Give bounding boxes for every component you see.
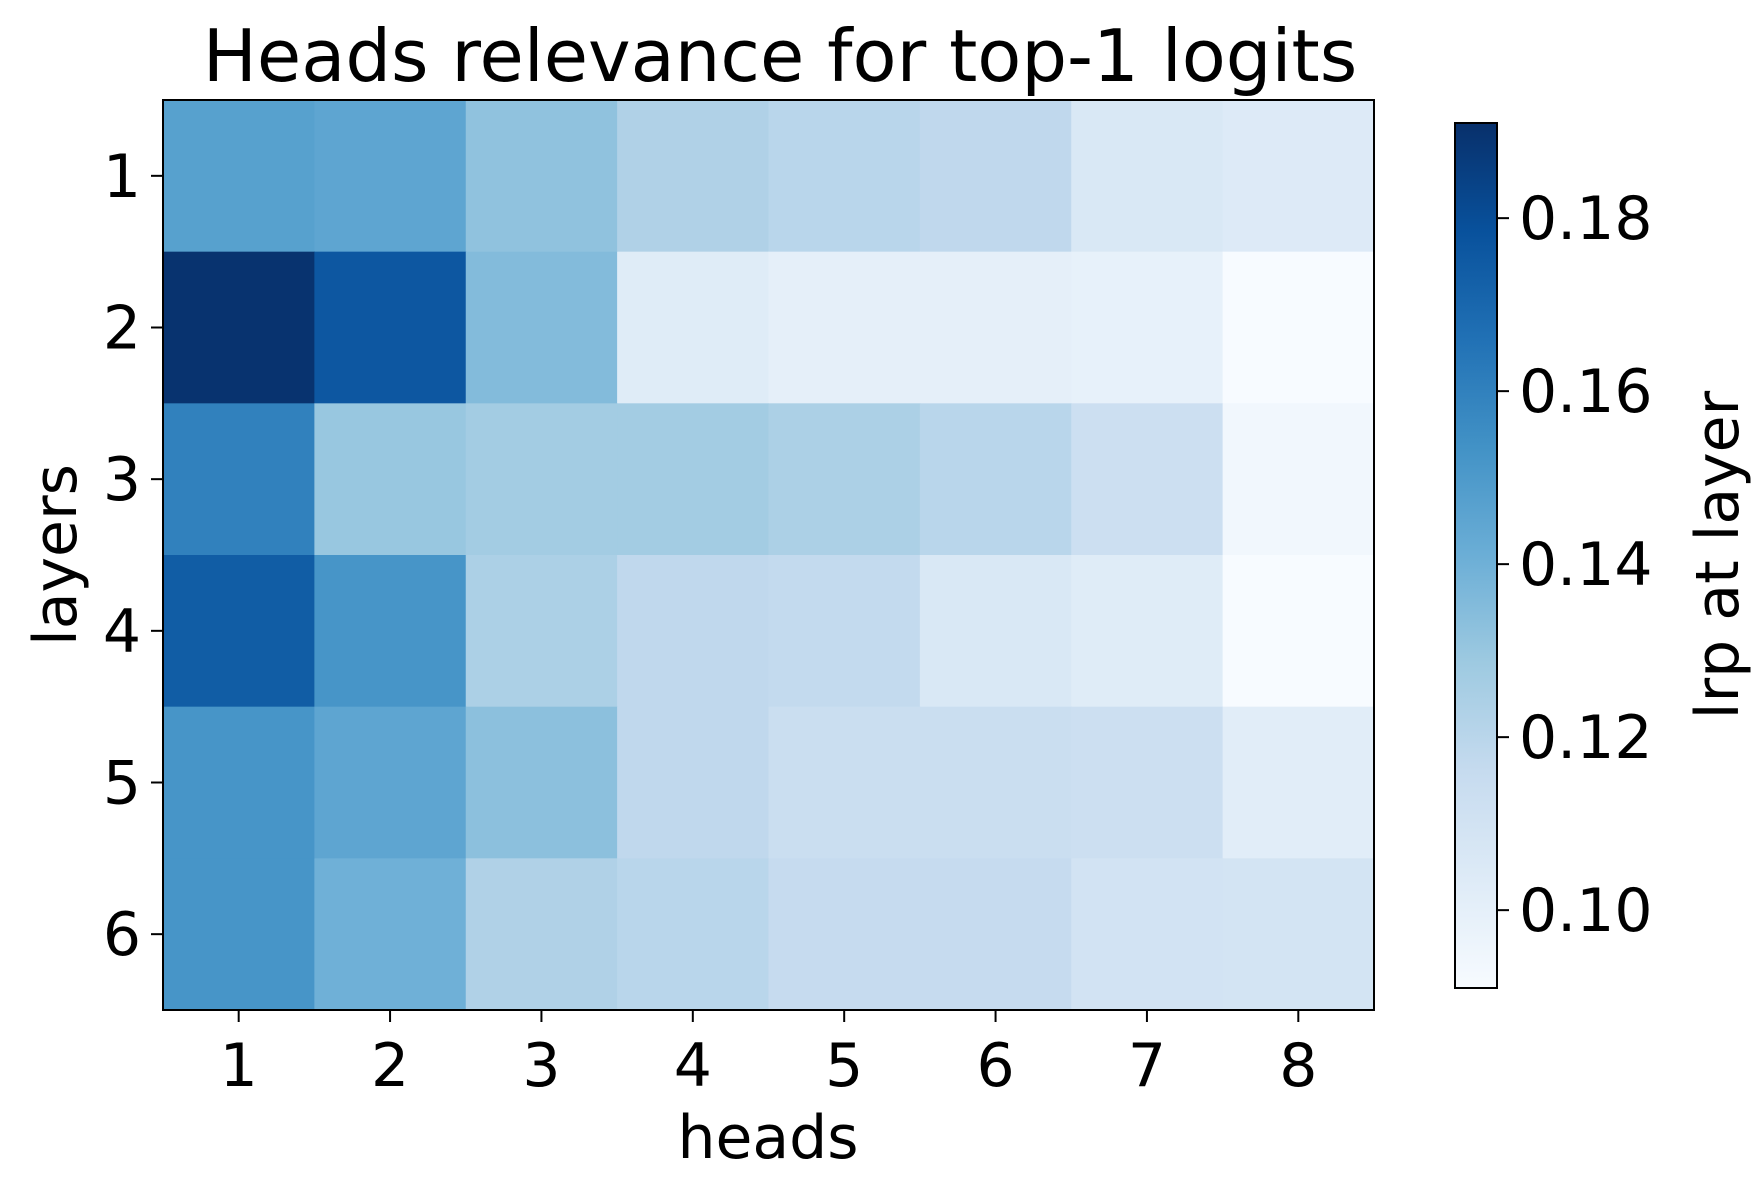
- heatmap-cell: [1222, 403, 1375, 556]
- heatmap-cell: [919, 403, 1072, 556]
- heatmap-cell: [617, 403, 770, 556]
- x-tick-label: 7: [1128, 1031, 1166, 1101]
- heatmap-cell: [465, 555, 618, 708]
- heatmap-cell: [768, 555, 921, 708]
- heatmap-cell: [919, 706, 1072, 859]
- chart-title: Heads relevance for top-1 logits: [203, 14, 1357, 98]
- y-axis-ticks: 1 2 3 4 5 6: [103, 142, 163, 970]
- x-tick-label: 2: [371, 1031, 409, 1101]
- heatmap-cell: [314, 858, 467, 1011]
- heatmap-cell: [314, 100, 467, 253]
- heatmap-cell: [314, 555, 467, 708]
- heatmap-cell: [465, 403, 618, 556]
- heatmap-cell: [1071, 251, 1224, 404]
- plot-frame: [162, 99, 1375, 1011]
- x-tick-label: 4: [674, 1031, 712, 1101]
- colorbar-tick-label: 0.10: [1519, 876, 1653, 946]
- heatmap-cell: [617, 100, 770, 253]
- heatmap-cell: [617, 706, 770, 859]
- y-tick-label: 6: [103, 900, 141, 970]
- heatmap-cell: [768, 251, 921, 404]
- heatmap-cell: [465, 100, 618, 253]
- heatmap-cell: [1222, 858, 1375, 1011]
- heatmap-cell: [1071, 555, 1224, 708]
- heatmap-cell: [1071, 858, 1224, 1011]
- colorbar-tick-label: 0.18: [1519, 184, 1653, 254]
- heatmap-cell: [314, 251, 467, 404]
- heatmap-cell: [314, 706, 467, 859]
- colorbar-tick-label: 0.16: [1519, 357, 1653, 427]
- x-axis-label: heads: [677, 1103, 858, 1173]
- x-tick-label: 6: [976, 1031, 1014, 1101]
- heatmap-cell: [1071, 403, 1224, 556]
- colorbar: [1454, 122, 1498, 989]
- heatmap-cell: [768, 403, 921, 556]
- heatmap-cell: [163, 555, 315, 708]
- heatmap-cell: [617, 858, 770, 1011]
- y-tick-label: 2: [103, 294, 141, 364]
- heatmap-cell: [1222, 706, 1375, 859]
- heatmap-cell: [617, 555, 770, 708]
- x-axis-ticks: 1 2 3 4 5 6 7 8: [220, 1010, 1317, 1101]
- heatmap-cell: [768, 706, 921, 859]
- x-tick-label: 8: [1279, 1031, 1317, 1101]
- heatmap-cell: [1222, 555, 1375, 708]
- heatmap-cell: [1222, 251, 1375, 404]
- heatmap-cell: [314, 403, 467, 556]
- y-tick-label: 5: [103, 749, 141, 819]
- heatmap-cell: [163, 100, 315, 253]
- y-tick-label: 3: [103, 445, 141, 515]
- heatmap-cell: [919, 858, 1072, 1011]
- heatmap-cell: [163, 251, 315, 404]
- y-tick-label: 4: [103, 597, 141, 667]
- heatmap-cell: [919, 100, 1072, 253]
- heatmap-cells: [163, 100, 1375, 1011]
- y-axis-label: layers: [21, 464, 91, 646]
- heatmap-cell: [919, 251, 1072, 404]
- heatmap-cell: [163, 706, 315, 859]
- heatmap-cell: [465, 706, 618, 859]
- heatmap-cell: [163, 858, 315, 1011]
- colorbar-label: lrp at layer: [1683, 390, 1753, 719]
- heatmap-cell: [768, 100, 921, 253]
- x-tick-label: 3: [522, 1031, 560, 1101]
- heatmap-cell: [617, 251, 770, 404]
- heatmap-cell: [919, 555, 1072, 708]
- heatmap-cell: [1071, 100, 1224, 253]
- heatmap-cell: [768, 858, 921, 1011]
- colorbar-tick-label: 0.12: [1519, 703, 1653, 773]
- heatmap-cell: [1222, 100, 1375, 253]
- y-tick-label: 1: [103, 142, 141, 212]
- heatmap-cell: [163, 403, 315, 556]
- heatmap-cell: [465, 251, 618, 404]
- heatmap-cell: [1071, 706, 1224, 859]
- colorbar-tick-label: 0.14: [1519, 530, 1653, 600]
- x-tick-label: 1: [220, 1031, 258, 1101]
- x-tick-label: 5: [825, 1031, 863, 1101]
- heatmap-cell: [465, 858, 618, 1011]
- colorbar-ticks: 0.18 0.16 0.14 0.12 0.10: [1497, 184, 1653, 946]
